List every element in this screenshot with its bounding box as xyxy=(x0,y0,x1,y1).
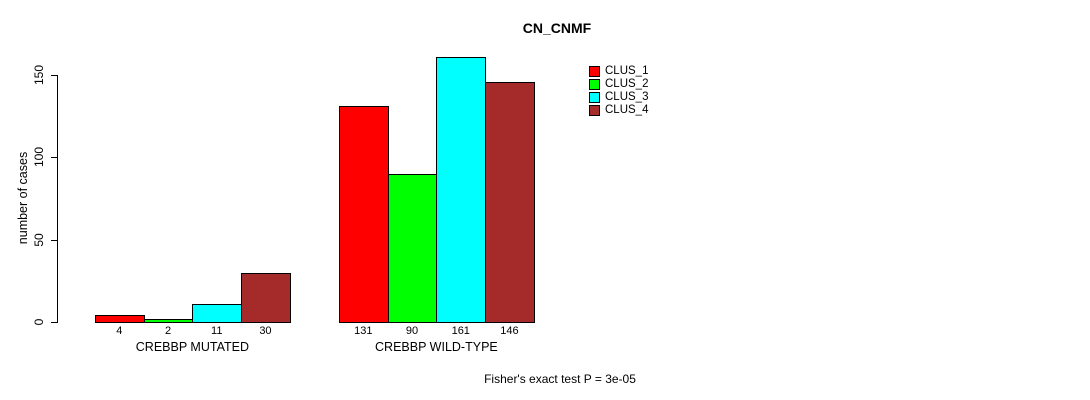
legend-swatch-clus_1 xyxy=(589,66,600,77)
legend-item-clus_3: CLUS_3 xyxy=(589,91,649,103)
y-tick-mark xyxy=(51,157,57,159)
bar-clus_2-wild-type xyxy=(387,173,438,323)
bar-clus_2-mutated xyxy=(143,318,194,323)
chart-title: CN_CNMF xyxy=(522,20,592,36)
bar-value-label: 2 xyxy=(164,325,172,337)
legend-label: CLUS_3 xyxy=(605,91,649,103)
fisher-test-annotation: Fisher's exact test P = 3e-05 xyxy=(484,372,636,386)
bar-clus_4-mutated xyxy=(241,272,291,323)
legend-swatch-clus_3 xyxy=(589,92,600,103)
y-tick-mark xyxy=(51,322,57,323)
legend-swatch-clus_2 xyxy=(589,79,600,90)
bar-value-label: 161 xyxy=(451,325,470,337)
y-tick-mark xyxy=(51,239,57,241)
y-tick-label: 100 xyxy=(32,147,46,168)
bar-clus_3-mutated xyxy=(192,303,243,323)
x-category-label: CREBBP MUTATED xyxy=(135,340,249,354)
legend-label: CLUS_1 xyxy=(605,65,649,77)
bar-clus_4-wild-type xyxy=(485,81,535,323)
y-axis-title: number of cases xyxy=(16,151,30,245)
legend-label: CLUS_2 xyxy=(605,78,649,90)
legend-label: CLUS_4 xyxy=(605,104,649,116)
bar-clus_3-wild-type xyxy=(436,56,487,323)
y-tick-label: 150 xyxy=(32,64,46,86)
legend-item-clus_2: CLUS_2 xyxy=(589,78,649,90)
y-tick-label: 0 xyxy=(32,318,46,326)
bar-value-label: 4 xyxy=(116,325,123,337)
bar-clus_1-wild-type xyxy=(339,106,389,323)
legend: CLUS_1 CLUS_2 CLUS_3 CLUS_4 xyxy=(589,65,649,118)
bar-value-label: 30 xyxy=(259,325,272,337)
bar-value-label: 146 xyxy=(500,325,519,337)
y-tick-label: 50 xyxy=(32,232,46,247)
bar-value-label: 90 xyxy=(405,325,419,337)
legend-item-clus_1: CLUS_1 xyxy=(589,65,649,77)
legend-swatch-clus_4 xyxy=(589,105,600,116)
bar-value-label: 11 xyxy=(211,325,223,337)
x-category-label: CREBBP WILD-TYPE xyxy=(375,340,498,354)
bar-value-label: 131 xyxy=(354,325,373,337)
legend-item-clus_4: CLUS_4 xyxy=(589,104,649,116)
bar-clus_1-mutated xyxy=(95,315,145,323)
y-tick-mark xyxy=(51,75,57,76)
y-axis-line xyxy=(57,75,58,323)
